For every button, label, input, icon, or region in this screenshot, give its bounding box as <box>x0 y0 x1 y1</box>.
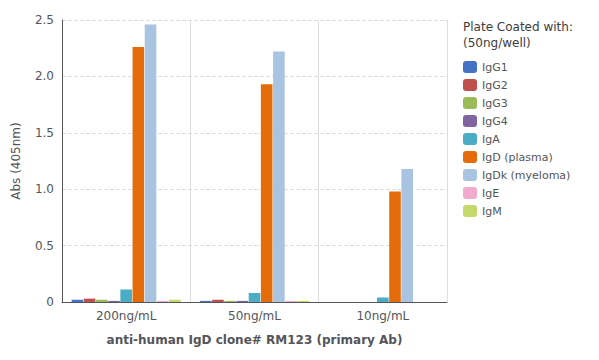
svg-text:(50ng/well): (50ng/well) <box>463 36 531 50</box>
svg-text:IgA: IgA <box>482 133 500 146</box>
svg-text:0.5: 0.5 <box>35 239 54 253</box>
svg-text:IgG2: IgG2 <box>482 79 508 92</box>
svg-text:200ng/mL: 200ng/mL <box>96 309 157 323</box>
svg-text:IgG1: IgG1 <box>482 61 508 74</box>
svg-text:IgDk (myeloma): IgDk (myeloma) <box>482 169 570 182</box>
svg-text:50ng/mL: 50ng/mL <box>228 309 281 323</box>
svg-text:0: 0 <box>46 295 54 309</box>
svg-text:IgD (plasma): IgD (plasma) <box>482 151 553 164</box>
svg-text:1.0: 1.0 <box>35 182 54 196</box>
svg-text:IgM: IgM <box>482 205 502 218</box>
svg-text:Abs (405nm): Abs (405nm) <box>9 122 23 199</box>
svg-text:Plate Coated with:: Plate Coated with: <box>463 20 573 34</box>
svg-text:2.0: 2.0 <box>35 69 54 83</box>
svg-text:2.5: 2.5 <box>35 13 54 27</box>
svg-text:10ng/mL: 10ng/mL <box>356 309 409 323</box>
svg-text:IgE: IgE <box>482 187 499 200</box>
svg-text:IgG4: IgG4 <box>482 115 508 128</box>
svg-text:anti-human IgD clone# RM123 (p: anti-human IgD clone# RM123 (primary Ab) <box>107 333 403 347</box>
svg-text:1.5: 1.5 <box>35 126 54 140</box>
svg-text:IgG3: IgG3 <box>482 97 508 110</box>
